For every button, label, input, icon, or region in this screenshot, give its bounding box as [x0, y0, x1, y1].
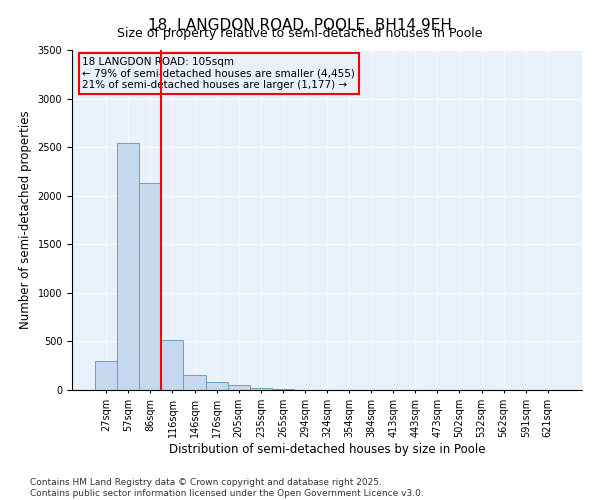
Bar	[139, 183, 161, 390]
X-axis label: Distribution of semi-detached houses by size in Poole: Distribution of semi-detached houses by …	[169, 442, 485, 456]
Bar	[227, 385, 250, 390]
Bar	[117, 144, 139, 390]
Bar	[184, 375, 206, 390]
Bar	[206, 382, 227, 390]
Text: 18, LANGDON ROAD, POOLE, BH14 9EH: 18, LANGDON ROAD, POOLE, BH14 9EH	[148, 18, 452, 32]
Bar	[95, 361, 117, 390]
Y-axis label: Number of semi-detached properties: Number of semi-detached properties	[19, 110, 32, 330]
Bar	[250, 388, 272, 390]
Text: 18 LANGDON ROAD: 105sqm
← 79% of semi-detached houses are smaller (4,455)
21% of: 18 LANGDON ROAD: 105sqm ← 79% of semi-de…	[82, 57, 355, 90]
Bar	[161, 340, 184, 390]
Text: Contains HM Land Registry data © Crown copyright and database right 2025.
Contai: Contains HM Land Registry data © Crown c…	[30, 478, 424, 498]
Text: Size of property relative to semi-detached houses in Poole: Size of property relative to semi-detach…	[117, 28, 483, 40]
Bar	[272, 389, 294, 390]
